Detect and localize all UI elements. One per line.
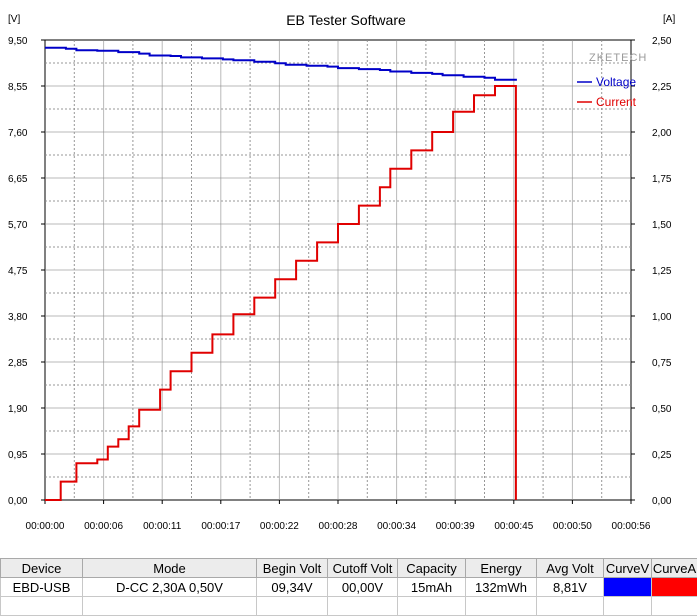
table-row-empty	[1, 597, 697, 616]
col-begin-volt[interactable]: Begin Volt	[257, 559, 328, 578]
y-right-axis: 0,00 0,25 0,50 0,75 1,00 1,25 1,50 1,75 2,00 2,25…	[631, 36, 672, 507]
y-left-tick-label: 2,85	[8, 358, 28, 369]
y-right-tick-label: 2,50	[652, 36, 672, 47]
x-tick-label: 00:00:06	[84, 521, 123, 532]
cell-curve-a-swatch[interactable]	[652, 578, 697, 597]
y-right-tick-label: 0,25	[652, 450, 672, 461]
y-left-tick-label: 4,75	[8, 266, 28, 277]
y-right-tick-label: 2,25	[652, 82, 672, 93]
x-axis: 00:00:00 00:00:06 00:00:11 00:00:17 00:00:22…	[26, 500, 651, 532]
y-right-tick-label: 2,00	[652, 128, 672, 139]
y-right-tick-label: 1,25	[652, 266, 672, 277]
x-tick-label: 00:00:56	[612, 521, 651, 532]
y-left-tick-label: 6,65	[8, 174, 28, 185]
x-tick-label: 00:00:45	[494, 521, 533, 532]
watermark: ZKETECH	[589, 52, 647, 64]
x-tick-label: 00:00:00	[26, 521, 65, 532]
x-tick-label: 00:00:34	[377, 521, 416, 532]
cell-cutoff-volt: 00,00V	[328, 578, 398, 597]
y-left-unit-label: [V]	[8, 14, 20, 25]
x-tick-label: 00:00:22	[260, 521, 299, 532]
y-left-tick-label: 3,80	[8, 312, 28, 323]
y-right-tick-label: 0,50	[652, 404, 672, 415]
legend-label-current: Current	[596, 95, 637, 109]
x-tick-label: 00:00:17	[201, 521, 240, 532]
x-tick-label: 00:00:50	[553, 521, 592, 532]
x-tick-label: 00:00:39	[436, 521, 475, 532]
y-left-tick-label: 7,60	[8, 128, 28, 139]
col-curve-a[interactable]: CurveA	[652, 559, 697, 578]
cell-device: EBD-USB	[1, 578, 83, 597]
y-left-tick-label: 0,00	[8, 496, 28, 507]
cell-capacity: 15mAh	[398, 578, 466, 597]
y-right-unit-label: [A]	[663, 14, 675, 25]
y-right-tick-label: 0,75	[652, 358, 672, 369]
x-tick-label: 00:00:11	[143, 521, 182, 532]
results-table: Device Mode Begin Volt Cutoff Volt Capac…	[0, 558, 697, 616]
col-capacity[interactable]: Capacity	[398, 559, 466, 578]
legend-label-voltage: Voltage	[596, 75, 636, 89]
y-left-tick-label: 5,70	[8, 220, 28, 231]
cell-avg-volt: 8,81V	[537, 578, 604, 597]
y-left-tick-label: 0,95	[8, 450, 28, 461]
col-avg-volt[interactable]: Avg Volt	[537, 559, 604, 578]
y-right-tick-label: 1,75	[652, 174, 672, 185]
cell-begin-volt: 09,34V	[257, 578, 328, 597]
cell-curve-v-swatch[interactable]	[604, 578, 652, 597]
col-device[interactable]: Device	[1, 559, 83, 578]
col-cutoff-volt[interactable]: Cutoff Volt	[328, 559, 398, 578]
cell-mode: D-CC 2,30A 0,50V	[83, 578, 257, 597]
table-header: Device Mode Begin Volt Cutoff Volt Capac…	[1, 559, 697, 578]
y-right-tick-label: 0,00	[652, 496, 672, 507]
col-energy[interactable]: Energy	[466, 559, 537, 578]
y-right-tick-label: 1,50	[652, 220, 672, 231]
x-tick-label: 00:00:28	[319, 521, 358, 532]
y-right-tick-label: 1,00	[652, 312, 672, 323]
table-row[interactable]: EBD-USB D-CC 2,30A 0,50V 09,34V 00,00V 1…	[1, 578, 697, 597]
col-curve-v[interactable]: CurveV	[604, 559, 652, 578]
cell-energy: 132mWh	[466, 578, 537, 597]
y-left-axis: 0,00 0,95 1,90 2,85 3,80 4,75 5,70 6,65 7,60 8,55…	[8, 36, 45, 507]
y-left-tick-label: 8,55	[8, 82, 28, 93]
y-left-tick-label: 9,50	[8, 36, 28, 47]
test-chart: EB Tester Software [V] [A] 0,00 0,95 1,90 2…	[0, 0, 697, 550]
chart-title: EB Tester Software	[286, 12, 406, 28]
y-left-tick-label: 1,90	[8, 404, 28, 415]
col-mode[interactable]: Mode	[83, 559, 257, 578]
